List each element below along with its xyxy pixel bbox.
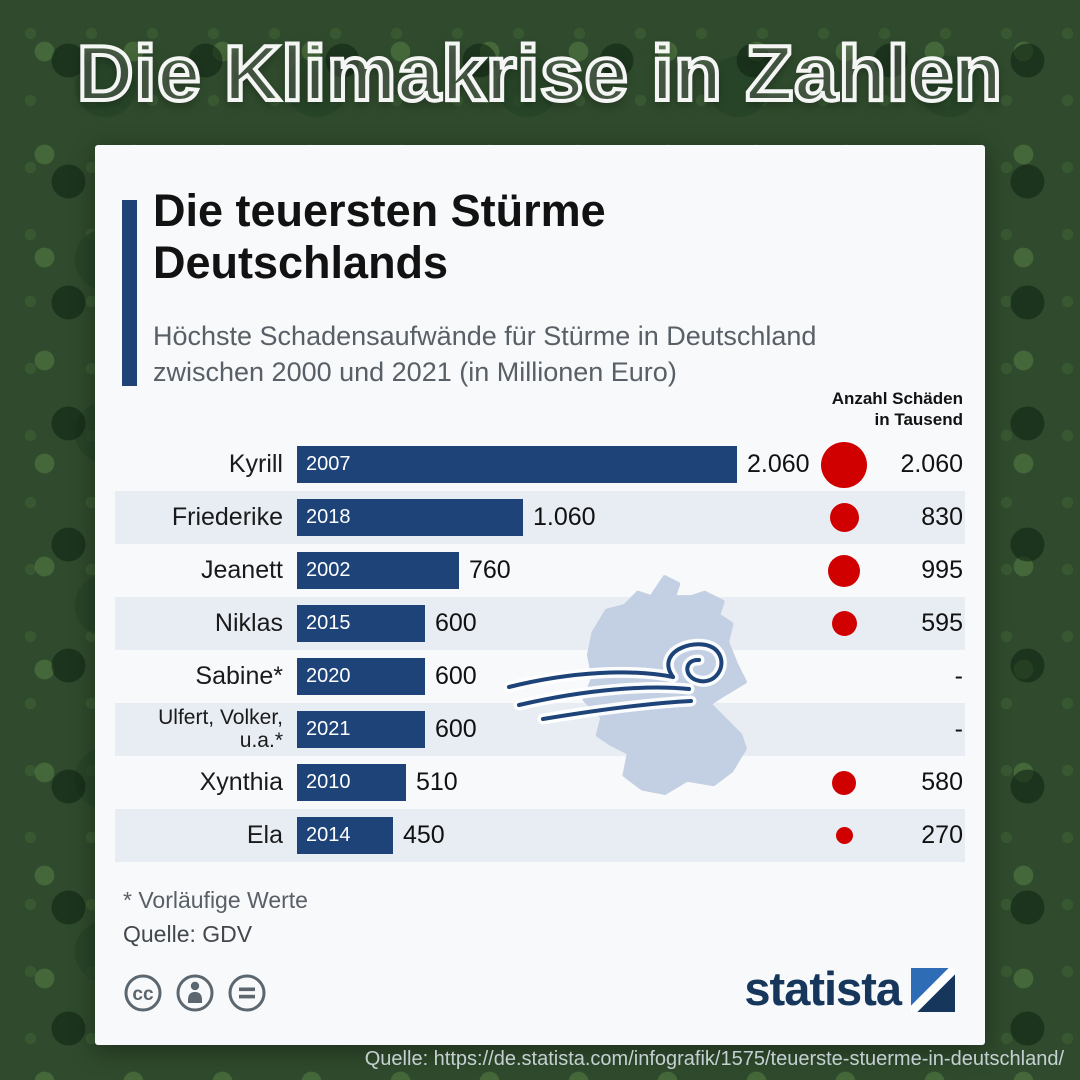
chart-row: Niklas 2015 600 595 xyxy=(115,597,965,650)
title-accent-bar xyxy=(122,200,137,386)
source-label: Quelle: GDV xyxy=(123,921,253,947)
damage-bar: 2002 xyxy=(297,552,459,589)
bar-track: 2007 2.060 xyxy=(297,446,813,483)
damage-bar: 2007 xyxy=(297,446,737,483)
claims-header-line2: in Tausend xyxy=(874,410,963,430)
bar-track: 2021 600 xyxy=(297,711,813,748)
chart-row: Sabine* 2020 600 - xyxy=(115,650,965,703)
bar-track: 2018 1.060 xyxy=(297,499,813,536)
statista-logo-icon xyxy=(911,968,955,1012)
bar-track: 2014 450 xyxy=(297,817,813,854)
claims-value: 830 xyxy=(921,503,963,531)
storm-name: Ulfert, Volker, u.a.* xyxy=(158,705,283,752)
claims-value: 995 xyxy=(921,556,963,584)
damage-bar: 2021 xyxy=(297,711,425,748)
bar-track: 2020 600 xyxy=(297,658,813,695)
statista-logo-text: statista xyxy=(744,962,902,1015)
damage-value: 600 xyxy=(435,662,477,690)
bar-year-label: 2018 xyxy=(306,506,351,528)
claims-dot xyxy=(828,554,860,587)
damage-bar: 2015 xyxy=(297,605,425,642)
bar-year-label: 2010 xyxy=(306,771,351,793)
storm-name: Xynthia xyxy=(199,768,283,796)
claims-column-header: Anzahl Schäden in Tausend xyxy=(832,388,963,431)
damage-value: 2.060 xyxy=(747,450,810,478)
storm-name: Jeanett xyxy=(200,556,283,584)
damage-bar: 2018 xyxy=(297,499,523,536)
storm-name: Friederike xyxy=(171,503,283,531)
claims-dot xyxy=(821,441,867,488)
claims-dot xyxy=(835,827,853,844)
storm-name: Kyrill xyxy=(228,450,283,478)
claims-value: 270 xyxy=(921,821,963,849)
damage-value: 1.060 xyxy=(533,503,596,531)
chart-subtitle: Höchste Schadensaufwände für Stürme in D… xyxy=(153,321,817,387)
storm-name: Niklas xyxy=(214,609,283,637)
damage-value: 760 xyxy=(469,556,511,584)
claims-dot-cell xyxy=(813,611,875,636)
bar-year-label: 2020 xyxy=(306,665,351,687)
claims-dot xyxy=(831,611,857,636)
license-icons: cc xyxy=(123,973,267,1013)
footnote: * Vorläufige Werte xyxy=(123,887,308,913)
chart-row: Ela 2014 450 270 xyxy=(115,809,965,862)
nd-icon xyxy=(228,974,266,1012)
damage-value: 600 xyxy=(435,609,477,637)
bottom-source-url: Quelle: https://de.statista.com/infograf… xyxy=(364,1048,1064,1070)
damage-bar: 2010 xyxy=(297,764,406,801)
claims-dot-cell xyxy=(813,827,875,844)
damage-bar: 2014 xyxy=(297,817,393,854)
claims-dot-cell xyxy=(813,503,875,532)
claims-dot-cell xyxy=(813,554,875,587)
bar-year-label: 2002 xyxy=(306,559,351,581)
chart-title: Die teuersten Stürme Deutschlands xyxy=(153,185,606,289)
claims-dot-cell xyxy=(813,441,875,488)
chart-rows: Kyrill 2007 2.060 2.060 Friederike 2018 1.060 8… xyxy=(115,438,965,862)
bar-track: 2002 760 xyxy=(297,552,813,589)
wind-swirl-icon xyxy=(503,638,727,725)
chart-row: Kyrill 2007 2.060 2.060 xyxy=(115,438,965,491)
claims-dot xyxy=(829,503,859,532)
chart-title-line1: Die teuersten Stürme xyxy=(153,185,606,236)
bar-year-label: 2007 xyxy=(306,453,351,475)
infographic-card: Die teuersten Stürme Deutschlands Höchste… xyxy=(95,145,985,1045)
bar-year-label: 2021 xyxy=(306,718,351,740)
claims-value: - xyxy=(954,715,963,743)
claims-dot-cell xyxy=(813,770,875,795)
chart-row: Xynthia 2010 510 580 xyxy=(115,756,965,809)
svg-text:cc: cc xyxy=(132,984,154,1005)
page-title: Die Klimakrise in Zahlen xyxy=(75,27,1004,119)
storm-name: Sabine* xyxy=(195,662,283,690)
bar-year-label: 2014 xyxy=(306,824,351,846)
statista-logo: statista xyxy=(744,965,955,1012)
damage-value: 600 xyxy=(435,715,477,743)
claims-header-line1: Anzahl Schäden xyxy=(831,389,963,408)
bar-track: 2015 600 xyxy=(297,605,813,642)
chart-row: Friederike 2018 1.060 830 xyxy=(115,491,965,544)
claims-dot xyxy=(832,770,856,795)
bar-track: 2010 510 xyxy=(297,764,813,801)
damage-value: 450 xyxy=(403,821,445,849)
attribution-icon xyxy=(176,974,214,1012)
damage-value: 510 xyxy=(416,768,458,796)
claims-value: 2.060 xyxy=(900,450,963,478)
chart-title-line2: Deutschlands xyxy=(153,237,449,289)
claims-value: 595 xyxy=(921,609,963,637)
bar-year-label: 2015 xyxy=(306,612,351,634)
chart-row: Ulfert, Volker, u.a.* 2021 600 - xyxy=(115,703,965,756)
claims-value: 580 xyxy=(921,768,963,796)
damage-bar: 2020 xyxy=(297,658,425,695)
claims-value: - xyxy=(954,662,963,690)
storm-name: Ela xyxy=(246,821,283,849)
chart-row: Jeanett 2002 760 995 xyxy=(115,544,965,597)
cc-icon: cc xyxy=(124,974,162,1012)
